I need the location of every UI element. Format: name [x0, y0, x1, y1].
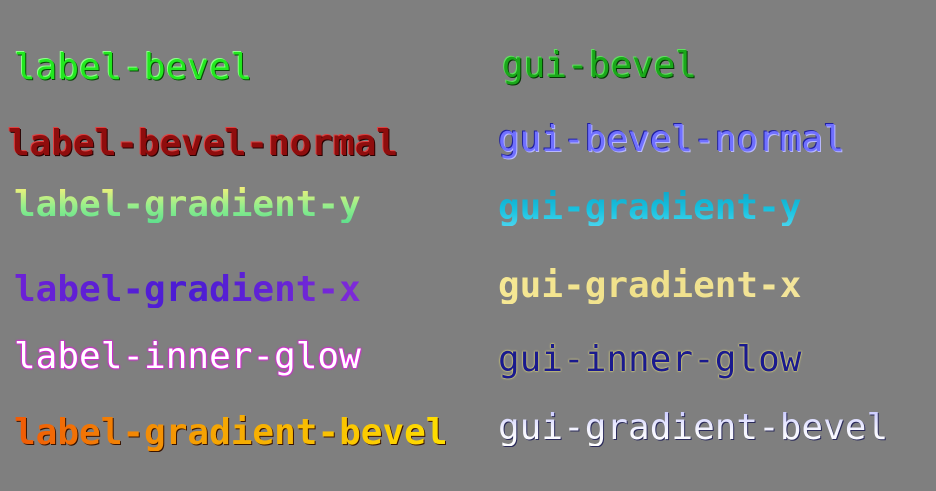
gui-bevel-normal-text: gui-bevel-normal: [498, 119, 845, 160]
gui-gradient-y-text: gui-gradient-y: [498, 187, 802, 228]
gui-gradient-bevel-text: gui-gradient-bevel: [498, 407, 889, 448]
gui-gradient-x-text: gui-gradient-x: [498, 265, 802, 306]
label-inner-glow-text: label-inner-glow: [14, 336, 361, 377]
label-gradient-y-text: label-gradient-y: [14, 184, 361, 225]
label-bevel-normal-text: label-bevel-normal: [8, 123, 399, 164]
gui-inner-glow-text: gui-inner-glow: [498, 339, 802, 380]
label-gradient-bevel-text: label-gradient-bevel: [14, 412, 448, 453]
label-gradient-x-text: label-gradient-x: [14, 269, 361, 310]
label-bevel-text: label-bevel: [14, 47, 253, 88]
gui-bevel-text: gui-bevel: [502, 45, 698, 86]
